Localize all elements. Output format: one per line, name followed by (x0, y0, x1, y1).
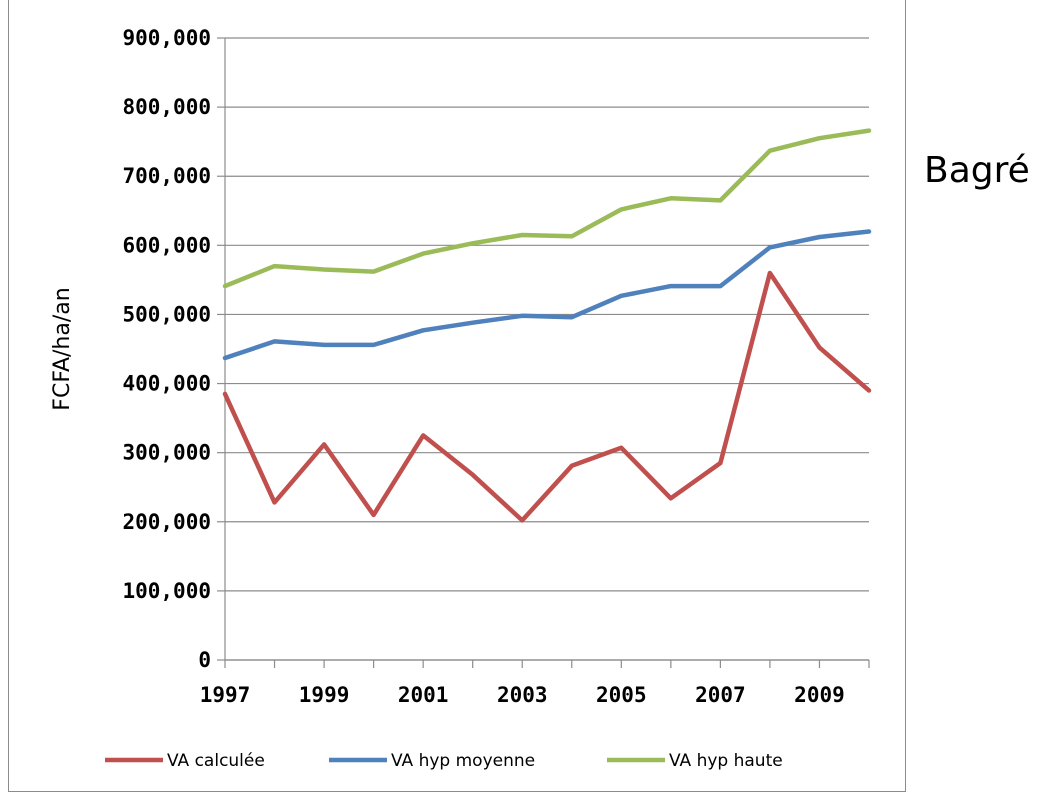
x-tick-label: 2001 (398, 683, 449, 707)
side-label: Bagré (924, 150, 1030, 191)
y-axis-label: FCFA/ha/an (50, 287, 75, 410)
y-tick-label: 0 (198, 648, 211, 672)
line-chart: 0 100,000 200,000 300,000 400,000 500,000 600,… (50, 26, 872, 771)
y-tick-label: 700,000 (122, 164, 211, 188)
y-tick-label: 600,000 (122, 233, 211, 257)
y-tick-label: 900,000 (122, 26, 211, 50)
y-tick-label: 200,000 (122, 510, 211, 534)
chart-frame: 0 100,000 200,000 300,000 400,000 500,000 600,… (8, 0, 906, 792)
y-tick-label: 500,000 (122, 302, 211, 326)
y-tick-label: 400,000 (122, 372, 211, 396)
x-tick-label: 1997 (200, 683, 251, 707)
x-tick-label: 1999 (299, 683, 350, 707)
x-tick-label: 2003 (497, 683, 548, 707)
legend-label: VA hyp haute (669, 751, 783, 771)
legend-label: VA hyp moyenne (391, 751, 535, 771)
x-tick-label: 2009 (794, 683, 845, 707)
series-line-2 (222, 128, 872, 289)
x-tick-label: 2005 (596, 683, 647, 707)
legend-label: VA calculée (167, 751, 265, 771)
y-tick-label: 300,000 (122, 441, 211, 465)
y-tick-label: 100,000 (122, 579, 211, 603)
series-line-0 (222, 270, 872, 523)
series-line-1 (222, 229, 872, 361)
x-tick-label: 2007 (695, 683, 746, 707)
y-tick-label: 800,000 (122, 95, 211, 119)
